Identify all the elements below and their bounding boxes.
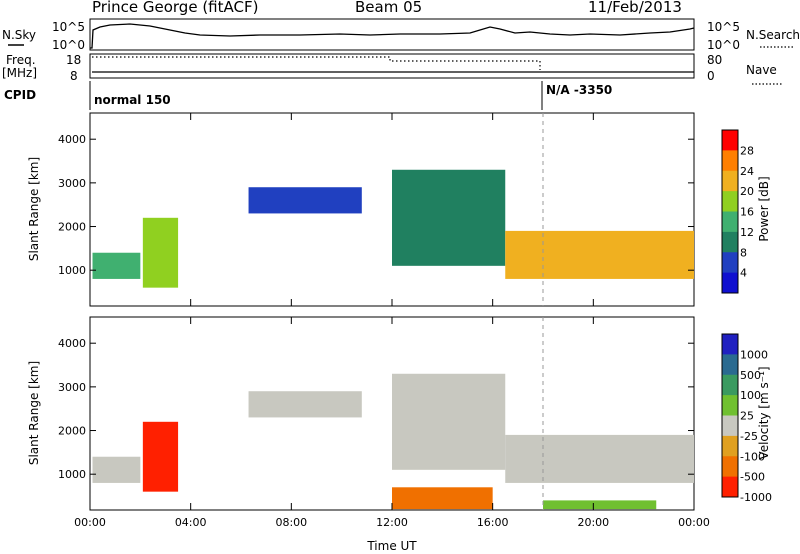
colorbar-tick-label: -100 xyxy=(740,450,765,463)
colorbar-tick-label: 100 xyxy=(740,389,761,402)
colorbar-tick-label: 20 xyxy=(740,185,754,198)
nave-top-tick: 80 xyxy=(707,53,722,67)
velocity-colorbar: 1000 500 100 25 -25 -100 -500 -1000 xyxy=(721,333,772,504)
y-tick-label: 2000 xyxy=(58,221,86,234)
x-tick-label: 08:00 xyxy=(275,516,307,529)
nsearch-label: N.Search xyxy=(746,28,800,42)
colorbar-swatch xyxy=(722,130,738,151)
nave-trace xyxy=(92,56,541,70)
y-tick-label: 3000 xyxy=(58,381,86,394)
freq-top-tick: 18 xyxy=(66,53,81,67)
freq-label: Freq. xyxy=(6,53,36,67)
y-tick-label: 2000 xyxy=(58,425,86,438)
colorbar-tick-label: 24 xyxy=(740,165,754,178)
station-title: Prince George (fitACF) xyxy=(92,0,258,16)
nave-bottom-tick: 0 xyxy=(707,69,715,83)
colorbar-tick-label: 12 xyxy=(740,226,754,239)
y-tick-label: 1000 xyxy=(58,264,86,277)
colorbar-tick-label: 8 xyxy=(740,246,747,259)
velocity-echo-region xyxy=(248,391,362,418)
noise-strip-frame xyxy=(89,18,695,51)
freq-unit: [MHz] xyxy=(2,66,37,80)
velocity-plot-area xyxy=(92,373,694,510)
colorbar-tick-label: -500 xyxy=(740,471,765,484)
velocity-echo-region xyxy=(92,456,141,483)
colorbar-swatch xyxy=(722,374,738,396)
date-title: 11/Feb/2013 xyxy=(588,0,682,16)
colorbar-swatch xyxy=(722,415,738,437)
nsearch-top-tick: 10^5 xyxy=(707,20,740,34)
colorbar-swatch xyxy=(722,334,738,355)
x-tick-label: 16:00 xyxy=(477,516,509,529)
cpid-label: CPID xyxy=(4,88,36,102)
colorbar-tick-label: 28 xyxy=(740,144,754,157)
velocity-echo-region xyxy=(543,500,657,510)
velocity-echo-region xyxy=(392,487,493,510)
y-tick-label: 4000 xyxy=(58,133,86,146)
power-echo-region xyxy=(392,169,506,266)
colorbar-tick-label: -25 xyxy=(740,430,758,443)
x-axis-label: Time UT xyxy=(366,539,417,553)
colorbar-tick-label: 16 xyxy=(740,206,754,219)
colorbar-swatch xyxy=(722,170,738,192)
power-echo-region xyxy=(505,230,694,279)
velocity-echo-region xyxy=(505,434,694,483)
colorbar-tick-label: 25 xyxy=(740,410,754,423)
power-echo-region xyxy=(248,187,362,214)
velocity-echo-region xyxy=(392,373,506,470)
colorbar-swatch xyxy=(722,456,738,478)
x-tick-label: 20:00 xyxy=(577,516,609,529)
colorbar-swatch xyxy=(722,395,738,416)
y-tick-label: 3000 xyxy=(58,177,86,190)
colorbar-tick-label: -1000 xyxy=(740,491,772,504)
power-echo-region xyxy=(92,252,141,279)
freq-strip-frame xyxy=(89,53,695,79)
nsky-trace xyxy=(90,23,695,49)
nsearch-bottom-tick: 10^0 xyxy=(707,38,740,52)
colorbar-swatch xyxy=(722,252,738,274)
colorbar-swatch xyxy=(722,211,738,233)
power-plot-area xyxy=(92,169,694,288)
colorbar-swatch xyxy=(722,191,738,212)
colorbar-tick-label: 500 xyxy=(740,369,761,382)
x-tick-label: 12:00 xyxy=(376,516,408,529)
nsky-label: N.Sky xyxy=(2,28,36,42)
x-tick-label: 00:00 xyxy=(74,516,106,529)
nsky-bottom-tick: 10^0 xyxy=(52,38,85,52)
x-tick-label: 04:00 xyxy=(175,516,207,529)
colorbar-swatch xyxy=(722,150,738,172)
colorbar-frame xyxy=(721,333,739,498)
velocity-colorbar-label: Velocity [m s⁻¹] xyxy=(757,366,771,459)
velocity-y-axis-label: Slant Range [km] xyxy=(27,361,41,465)
colorbar-swatch xyxy=(722,231,738,253)
colorbar-tick-label: 4 xyxy=(740,267,747,280)
power-echo-region xyxy=(142,217,179,288)
power-colorbar-label: Power [dB] xyxy=(757,176,771,241)
freq-bottom-tick: 8 xyxy=(70,69,78,83)
velocity-echo-region xyxy=(142,421,179,492)
cpid-first-mode: normal 150 xyxy=(94,93,171,107)
nsky-top-tick: 10^5 xyxy=(52,20,85,34)
colorbar-swatch xyxy=(722,354,738,376)
power-y-axis-label: Slant Range [km] xyxy=(27,157,41,261)
colorbar-swatch xyxy=(722,435,738,457)
x-tick-label: 00:00 xyxy=(678,516,710,529)
cpid-second-mode: N/A -3350 xyxy=(546,83,612,97)
y-tick-label: 1000 xyxy=(58,468,86,481)
colorbar-frame xyxy=(721,129,739,294)
beam-title: Beam 05 xyxy=(355,0,422,16)
colorbar-swatch xyxy=(722,272,738,294)
colorbar-swatch xyxy=(722,476,738,498)
y-tick-label: 4000 xyxy=(58,337,86,350)
axes-layer: 1000 2000 3000 4000 1000 2000 3000 4000 00:00 04:… xyxy=(58,113,710,529)
nave-label: Nave xyxy=(746,63,777,77)
colorbar-tick-label: 1000 xyxy=(740,348,768,361)
power-colorbar: 28 24 20 16 12 8 4 xyxy=(721,129,754,294)
